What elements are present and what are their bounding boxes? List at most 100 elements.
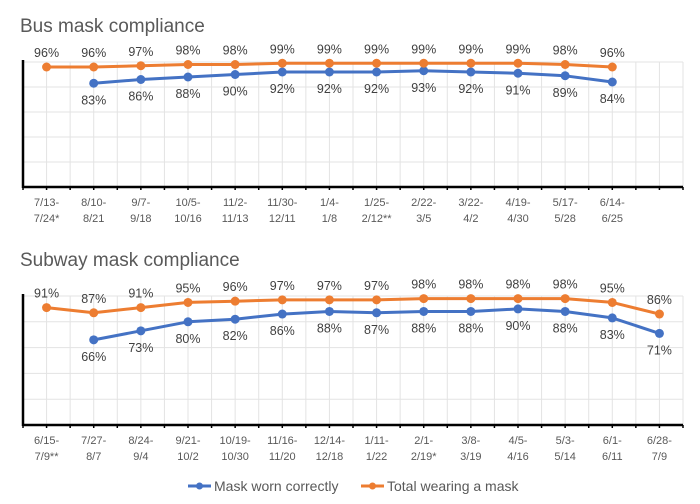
bus-point-correct <box>230 70 240 79</box>
bus-x-tick-label: 2/12** <box>362 213 393 225</box>
subway-point-total <box>324 295 334 305</box>
subway-data-label-total: 97% <box>364 279 389 293</box>
bus-point-correct <box>372 67 382 77</box>
subway-point-correct <box>607 313 617 323</box>
subway-data-label-total: 98% <box>553 278 578 292</box>
bus-data-label-total: 99% <box>411 42 436 56</box>
subway-x-tick-label: 7/27- <box>81 435 106 447</box>
bus-data-label-total: 96% <box>600 46 625 60</box>
bus-x-tick-label: 8/21 <box>83 213 104 225</box>
bus-data-label-total: 99% <box>505 42 530 56</box>
bus-data-label-total: 98% <box>223 44 248 58</box>
subway-data-label-total: 98% <box>505 278 530 292</box>
bus-point-total <box>42 62 52 72</box>
subway-x-tick-label: 2/1- <box>414 435 433 447</box>
bus-data-label-total: 96% <box>34 46 59 60</box>
subway-x-tick-label: 9/4 <box>133 451 148 463</box>
subway-point-total <box>42 303 52 313</box>
bus-x-tick-label: 11/2- <box>223 197 248 209</box>
subway-data-label-total: 95% <box>600 281 625 295</box>
bus-x-tick-label: 2/22- <box>411 197 436 209</box>
bus-data-label-total: 99% <box>317 42 342 56</box>
bus-point-total <box>277 58 287 68</box>
bus-x-tick-label: 1/4- <box>320 197 339 209</box>
bus-x-tick-label: 3/22- <box>458 197 483 209</box>
subway-point-total <box>136 303 146 313</box>
bus-x-tick-label: 1/25- <box>364 197 389 209</box>
subway-x-tick-label: 12/14- <box>314 435 346 447</box>
bus-x-tick-label: 7/24* <box>34 213 60 225</box>
subway-data-label-total: 97% <box>317 279 342 293</box>
subway-data-label-total: 91% <box>128 287 153 301</box>
bus-point-correct <box>89 78 99 88</box>
bus-point-correct <box>560 71 570 81</box>
bus-point-correct <box>513 68 523 78</box>
subway-x-tick-label: 1/11- <box>364 435 389 447</box>
bus-x-tick-label: 1/8 <box>322 213 337 225</box>
bus-point-total <box>183 60 193 69</box>
subway-point-correct <box>466 306 476 316</box>
bus-data-label-correct: 91% <box>505 83 530 97</box>
bus-chart-title: Bus mask compliance <box>20 16 205 37</box>
subway-x-tick-label: 10/30 <box>221 451 249 463</box>
bus-point-total <box>136 61 146 71</box>
bus-data-label-total: 96% <box>81 46 106 60</box>
bus-data-label-total: 97% <box>128 45 153 59</box>
bus-point-correct <box>607 77 617 87</box>
subway-point-correct <box>324 306 334 316</box>
subway-point-total <box>89 308 99 318</box>
bus-x-tick-label: 5/17- <box>553 197 578 209</box>
bus-x-tick-label: 10/16 <box>174 213 202 225</box>
subway-x-tick-label: 9/21- <box>175 435 200 447</box>
bus-x-tick-label: 4/30 <box>507 213 528 225</box>
bus-data-label-correct: 92% <box>458 82 483 96</box>
bus-data-label-correct: 86% <box>128 90 153 104</box>
legend: Mask worn correctly Total wearing a mask <box>188 478 520 494</box>
subway-point-total <box>183 297 193 307</box>
subway-x-tick-label: 7/9 <box>652 451 667 463</box>
subway-data-label-correct: 73% <box>128 341 153 355</box>
subway-point-correct <box>419 306 429 316</box>
subway-point-total <box>277 295 287 305</box>
subway-x-tick-label: 11/20 <box>269 451 296 463</box>
bus-data-label-correct: 90% <box>223 85 248 99</box>
subway-data-label-correct: 87% <box>364 323 389 337</box>
subway-data-label-total: 98% <box>411 278 436 292</box>
legend-item-total: Total wearing a mask <box>361 478 520 494</box>
subway-x-tick-label: 1/22 <box>366 451 387 463</box>
bus-point-total <box>324 58 334 68</box>
subway-data-label-total: 86% <box>647 293 672 307</box>
subway-x-tick-label: 5/3- <box>556 435 575 447</box>
bus-data-label-correct: 92% <box>364 82 389 96</box>
bus-data-label-total: 98% <box>553 44 578 58</box>
bus-point-correct <box>277 67 287 77</box>
subway-data-label-correct: 88% <box>411 321 436 335</box>
bus-point-correct <box>419 66 429 76</box>
bus-data-label-total: 98% <box>175 44 200 58</box>
subway-point-correct <box>372 308 382 318</box>
subway-x-tick-label: 3/8- <box>461 435 480 447</box>
bus-x-tick-label: 11/30- <box>267 197 298 209</box>
subway-data-label-correct: 66% <box>81 350 106 364</box>
bus-x-tick-label: 6/25 <box>602 213 623 225</box>
bus-data-label-total: 99% <box>364 42 389 56</box>
subway-point-correct <box>89 335 99 345</box>
bus-x-tick-label: 7/13- <box>34 197 59 209</box>
subway-data-label-correct: 80% <box>175 332 200 346</box>
subway-point-correct <box>654 328 664 338</box>
bus-data-label-correct: 88% <box>175 87 200 101</box>
bus-data-label-correct: 92% <box>270 82 295 96</box>
legend-marker-dot-total <box>369 482 376 490</box>
bus-data-label-correct: 83% <box>81 93 106 107</box>
subway-data-label-correct: 83% <box>600 328 625 342</box>
subway-data-label-total: 95% <box>175 281 200 295</box>
subway-x-tick-label: 6/15- <box>34 435 59 447</box>
subway-chart-title: Subway mask compliance <box>20 250 240 271</box>
subway-x-tick-label: 2/19* <box>411 451 437 463</box>
subway-x-tick-label: 8/24- <box>128 435 153 447</box>
bus-x-tick-label: 3/5 <box>416 213 431 225</box>
subway-data-label-correct: 82% <box>223 329 248 343</box>
subway-data-label-correct: 71% <box>647 343 672 357</box>
bus-data-label-correct: 92% <box>317 82 342 96</box>
subway-x-tick-label: 4/16 <box>507 451 528 463</box>
